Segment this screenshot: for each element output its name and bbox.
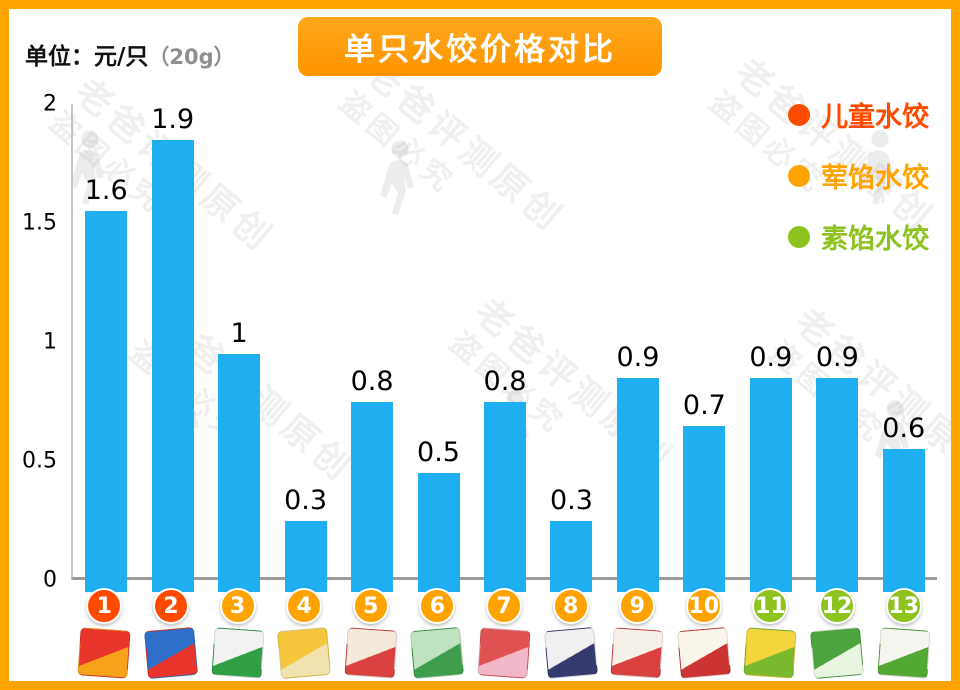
bar-value-label: 0.3 bbox=[284, 484, 328, 516]
bar bbox=[351, 401, 394, 593]
product-thumb bbox=[277, 626, 332, 680]
legend-label: 儿童水饺 bbox=[821, 102, 929, 133]
bar-column: 0.6 bbox=[871, 413, 937, 593]
x-label-badge: 11 bbox=[752, 588, 789, 624]
x-label-badge: 3 bbox=[219, 588, 256, 624]
legend-dot-icon bbox=[788, 225, 810, 248]
bar-value-label: 0.5 bbox=[417, 437, 460, 469]
product-thumb bbox=[676, 626, 731, 680]
product-thumb bbox=[143, 626, 198, 680]
bar-value-label: 1 bbox=[230, 318, 248, 350]
bar-column: 0.5 bbox=[405, 437, 471, 593]
x-label-badge: 8 bbox=[552, 588, 589, 624]
unit-text: 单位：元/只 bbox=[25, 44, 149, 70]
bars-row: 1.6 1.9 1 0.3 0.8 0.5 0.8 0.3 0.9 0.7 0.9 0.9 0.6 bbox=[73, 104, 937, 593]
legend-item-veg: 素馅水饺 bbox=[788, 217, 929, 256]
product-thumbnails bbox=[71, 626, 937, 680]
y-tick-label: 2 bbox=[43, 91, 57, 117]
bar bbox=[284, 520, 327, 593]
x-label-badge: 2 bbox=[152, 588, 189, 624]
product-thumb bbox=[410, 626, 465, 680]
product-thumb bbox=[477, 627, 531, 679]
bar-value-label: 0.6 bbox=[882, 413, 926, 445]
y-tick-label: 1 bbox=[43, 329, 57, 355]
legend-label: 素馅水饺 bbox=[821, 224, 929, 255]
y-tick-label: 0 bbox=[43, 567, 57, 593]
product-thumb bbox=[344, 627, 398, 679]
legend-dot-icon bbox=[788, 103, 810, 126]
bar-value-label: 1.9 bbox=[151, 104, 195, 135]
legend: 儿童水饺 荤馅水饺 素馅水饺 bbox=[788, 95, 929, 256]
bar-column: 0.3 bbox=[272, 484, 338, 593]
bar bbox=[550, 520, 593, 593]
x-label-badge: 13 bbox=[885, 588, 922, 624]
unit-label: 单位：元/只（20g） bbox=[25, 37, 235, 71]
bar-column: 1.9 bbox=[139, 104, 205, 593]
y-axis: 0 0.5 1 1.5 2 bbox=[9, 92, 65, 593]
x-label-badge: 5 bbox=[352, 588, 389, 624]
bar-value-label: 0.9 bbox=[749, 342, 793, 373]
bar-value-label: 0.3 bbox=[549, 484, 593, 516]
bar bbox=[85, 211, 128, 593]
x-label-badge: 1 bbox=[86, 588, 123, 624]
product-thumb bbox=[610, 627, 664, 679]
x-label-badge: 12 bbox=[819, 588, 856, 624]
x-label-badge: 9 bbox=[619, 588, 656, 624]
bar-column: 0.8 bbox=[339, 365, 405, 593]
bar bbox=[218, 354, 261, 593]
bar bbox=[749, 378, 792, 593]
product-thumb bbox=[77, 627, 131, 679]
bar-column: 0.9 bbox=[804, 342, 870, 593]
product-thumb bbox=[877, 627, 931, 679]
bar bbox=[151, 140, 194, 593]
bar-value-label: 0.9 bbox=[616, 342, 660, 373]
legend-dot-icon bbox=[788, 164, 810, 187]
bar bbox=[882, 449, 925, 593]
bar bbox=[483, 401, 526, 593]
chart-title: 单只水饺价格对比 bbox=[298, 17, 662, 76]
product-thumb bbox=[543, 626, 598, 680]
bar-column: 1 bbox=[206, 318, 272, 593]
bar-value-label: 0.8 bbox=[483, 365, 527, 397]
bar bbox=[816, 378, 859, 593]
bar bbox=[683, 425, 726, 593]
y-tick-label: 0.5 bbox=[22, 448, 57, 474]
product-thumb bbox=[810, 626, 865, 680]
bar-value-label: 0.7 bbox=[682, 389, 726, 421]
legend-label: 荤馅水饺 bbox=[821, 163, 929, 194]
product-thumb bbox=[743, 627, 798, 679]
x-label-badge: 4 bbox=[286, 588, 323, 624]
product-thumb bbox=[210, 627, 265, 679]
legend-item-meat: 荤馅水饺 bbox=[788, 156, 929, 195]
bar-column: 0.9 bbox=[738, 342, 804, 593]
bar bbox=[417, 473, 460, 593]
bar-value-label: 0.8 bbox=[350, 365, 394, 397]
bar-column: 0.9 bbox=[605, 342, 671, 593]
bar-column: 0.7 bbox=[671, 390, 737, 593]
bar-column: 0.3 bbox=[538, 484, 604, 593]
bar-value-label: 0.9 bbox=[815, 342, 859, 373]
unit-note: （20g） bbox=[148, 45, 235, 69]
bar bbox=[616, 378, 659, 593]
legend-item-children: 儿童水饺 bbox=[788, 95, 929, 134]
x-axis-badges: 1 2 3 4 5 6 7 8 9 10 11 12 13 bbox=[71, 588, 937, 624]
x-label-badge: 10 bbox=[685, 588, 722, 624]
x-label-badge: 7 bbox=[485, 588, 522, 624]
x-label-badge: 6 bbox=[419, 588, 456, 624]
bar-column: 1.6 bbox=[73, 175, 139, 593]
y-tick-label: 1.5 bbox=[22, 210, 57, 236]
bar-value-label: 1.6 bbox=[84, 175, 128, 207]
chart-plot-area: 1.6 1.9 1 0.3 0.8 0.5 0.8 0.3 0.9 0.7 0.9 0.9 0.6 bbox=[71, 104, 937, 593]
bar-column: 0.8 bbox=[472, 365, 538, 593]
